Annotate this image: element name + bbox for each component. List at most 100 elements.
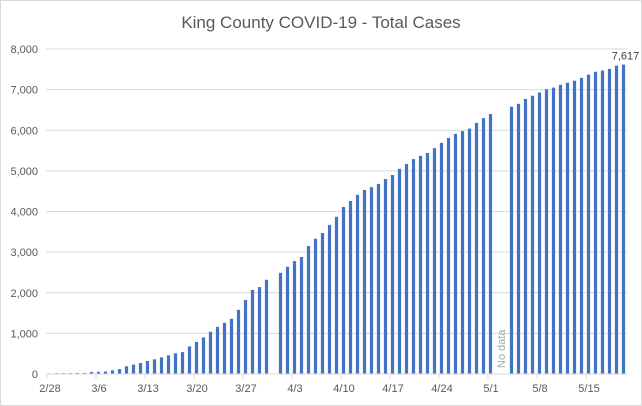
y-axis-ticks: 0 1,000 2,000 3,000 4,000 5,000 6,000 7,000 8,00… xyxy=(10,44,38,381)
bar-3-12 xyxy=(138,363,143,374)
bar-4-12 xyxy=(355,194,360,374)
bar-5-17 xyxy=(600,70,605,374)
x-tick-label: 4/17 xyxy=(382,383,403,395)
bar-4-30 xyxy=(481,118,486,374)
bar-5-4 xyxy=(509,106,514,374)
bar-4-6 xyxy=(313,238,318,374)
bar-3-9 xyxy=(117,369,122,374)
bar-3-3 xyxy=(75,372,80,374)
bar-3-26 xyxy=(236,309,241,374)
bar-4-3 xyxy=(292,261,297,374)
x-tick-label: 4/10 xyxy=(333,383,354,395)
bar-5-8 xyxy=(537,92,542,374)
bar-3-7 xyxy=(103,371,108,374)
bar-5-16 xyxy=(593,71,598,374)
bar-3-8 xyxy=(110,370,115,374)
bar-3-24 xyxy=(222,322,227,374)
bar-3-18 xyxy=(180,352,185,374)
bar-4-9 xyxy=(334,216,339,374)
bar-4-17 xyxy=(390,174,395,374)
bar-4-4 xyxy=(299,257,304,374)
no-data-annotation: No data xyxy=(496,329,508,368)
bar-4-21 xyxy=(418,155,423,374)
bar-3-21 xyxy=(201,337,206,374)
y-tick-label: 5,000 xyxy=(10,166,38,178)
bar-3-10 xyxy=(124,366,129,374)
bar-3-6 xyxy=(96,371,101,374)
data-label: 7,617 xyxy=(612,51,640,63)
bar-4-8 xyxy=(327,224,332,374)
x-tick-label: 4/24 xyxy=(431,383,452,395)
bar-4-22 xyxy=(425,153,430,374)
bar-5-19 xyxy=(614,65,619,374)
bar-5-9 xyxy=(544,89,549,374)
bar-3-29 xyxy=(257,287,262,374)
bar-4-2 xyxy=(285,266,290,374)
bar-3-17 xyxy=(173,353,178,374)
bar-4-24 xyxy=(439,142,444,374)
bar-3-15 xyxy=(159,357,164,374)
bar-3-16 xyxy=(166,355,171,374)
bar-3-4 xyxy=(82,372,87,374)
x-tick-label: 5/8 xyxy=(532,383,547,395)
bar-4-25 xyxy=(446,137,451,374)
bar-5-12 xyxy=(565,82,570,374)
bar-4-23 xyxy=(432,148,437,374)
bar-3-30 xyxy=(264,279,269,374)
bar-3-28 xyxy=(250,289,255,374)
bar-5-10 xyxy=(551,87,556,374)
bar-4-27 xyxy=(460,131,465,374)
bar-3-14 xyxy=(152,359,157,374)
y-tick-label: 0 xyxy=(32,369,38,381)
y-tick-label: 2,000 xyxy=(10,288,38,300)
bar-4-15 xyxy=(376,183,381,374)
bar-5-18 xyxy=(607,68,612,374)
x-tick-label: 5/1 xyxy=(483,383,498,395)
y-tick-label: 4,000 xyxy=(10,207,38,219)
x-axis-ticks: 2/28 3/6 3/13 3/20 3/27 4/3 4/10 4/17 4/24 5/1 5/8… xyxy=(39,374,600,395)
data-labels: 7,617 xyxy=(612,51,640,63)
y-tick-label: 6,000 xyxy=(10,125,38,137)
x-tick-label: 4/3 xyxy=(287,383,302,395)
bar-5-20 xyxy=(621,64,626,374)
y-tick-label: 8,000 xyxy=(10,44,38,56)
x-tick-label: 3/13 xyxy=(137,383,158,395)
bar-3-5 xyxy=(89,371,94,374)
gridlines xyxy=(46,48,627,334)
bar-4-29 xyxy=(474,122,479,374)
chart-title: King County COVID-19 - Total Cases xyxy=(181,13,460,32)
bar-4-13 xyxy=(362,189,367,374)
bar-5-13 xyxy=(572,80,577,374)
y-tick-label: 7,000 xyxy=(10,85,38,97)
bar-5-6 xyxy=(523,98,528,374)
bar-3-19 xyxy=(187,346,192,374)
y-tick-label: 3,000 xyxy=(10,247,38,259)
bar-3-27 xyxy=(243,300,248,374)
x-tick-label: 5/15 xyxy=(578,383,599,395)
bar-5-7 xyxy=(530,95,535,374)
bar-4-7 xyxy=(320,233,325,374)
bar-3-20 xyxy=(194,341,199,374)
x-tick-label: 2/28 xyxy=(39,383,60,395)
bar-3-22 xyxy=(208,331,213,374)
bar-5-11 xyxy=(558,84,563,374)
bar-4-16 xyxy=(383,179,388,374)
x-tick-label: 3/27 xyxy=(235,383,256,395)
bar-5-15 xyxy=(586,74,591,374)
bar-3-25 xyxy=(229,318,234,374)
bar-5-1 xyxy=(488,114,493,374)
bar-4-28 xyxy=(467,128,472,374)
bar-4-1 xyxy=(278,272,283,374)
x-tick-label: 3/6 xyxy=(91,383,106,395)
bar-3-23 xyxy=(215,326,220,374)
bar-4-5 xyxy=(306,246,311,374)
bar-4-19 xyxy=(404,163,409,374)
bar-4-26 xyxy=(453,133,458,374)
y-tick-label: 1,000 xyxy=(10,328,38,340)
bar-3-13 xyxy=(145,361,150,374)
bar-3-11 xyxy=(131,364,136,374)
annotations: No data xyxy=(496,329,508,368)
bar-4-18 xyxy=(397,168,402,374)
bar-4-20 xyxy=(411,159,416,374)
